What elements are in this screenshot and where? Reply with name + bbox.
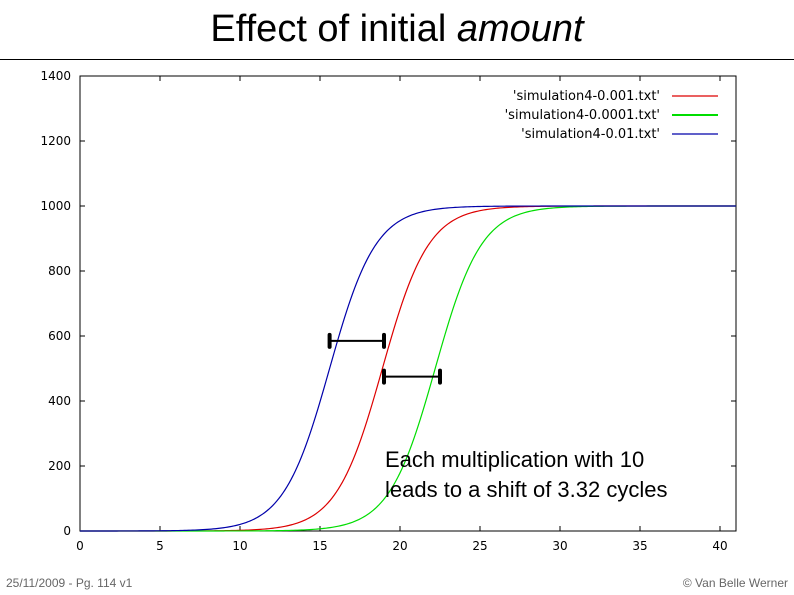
y-tick-label: 0 xyxy=(63,524,71,538)
y-tick-label: 1000 xyxy=(40,199,71,213)
y-tick-label: 800 xyxy=(48,264,71,278)
y-tick-label: 600 xyxy=(48,329,71,343)
title-emphasis: amount xyxy=(456,8,584,50)
footer-copyright: © Van Belle Werner xyxy=(682,576,788,590)
legend-label-2: 'simulation4-0.0001.txt' xyxy=(505,108,660,123)
legend-label-3: 'simulation4-0.01.txt' xyxy=(521,127,660,142)
legend: 'simulation4-0.001.txt' 'simulation4-0.00… xyxy=(505,89,718,142)
y-tick-label: 1200 xyxy=(40,134,71,148)
shift-markers xyxy=(327,332,442,385)
title-divider xyxy=(0,59,794,60)
series-line-3 xyxy=(80,205,736,532)
axis-ticks: 0 5 10 15 20 25 30 35 40020040060080010001200140… xyxy=(40,69,736,553)
annotation-line-2: leads to a shift of 3.32 cycles xyxy=(385,477,668,502)
y-tick-label: 200 xyxy=(48,459,71,473)
y-tick-label: 1400 xyxy=(40,69,71,83)
y-tick-label: 400 xyxy=(48,394,71,408)
x-tick-label: 25 xyxy=(472,539,487,553)
annotation-line-1: Each multiplication with 10 xyxy=(385,447,645,472)
x-tick-label: 30 xyxy=(552,539,567,553)
x-tick-label: 35 xyxy=(632,539,647,553)
x-tick-label: 5 xyxy=(156,539,164,553)
x-tick-label: 40 xyxy=(712,539,727,553)
x-tick-label: 10 xyxy=(232,539,247,553)
x-tick-label: 20 xyxy=(392,539,407,553)
x-tick-label: 15 xyxy=(312,539,327,553)
footer-date: 25/11/2009 - Pg. 114 v1 xyxy=(6,576,133,590)
x-tick-label: 0 xyxy=(76,539,84,553)
slide-title: Effect of initial amount xyxy=(0,8,794,51)
shift-annotation: Each multiplication with 10 leads to a s… xyxy=(385,445,668,505)
line-chart: 0 5 10 15 20 25 30 35 40020040060080010001200140… xyxy=(40,69,737,553)
title-prefix: Effect of initial xyxy=(210,8,457,50)
legend-label-1: 'simulation4-0.001.txt' xyxy=(513,89,660,104)
series-lines xyxy=(80,205,736,532)
plot-frame xyxy=(79,75,737,532)
